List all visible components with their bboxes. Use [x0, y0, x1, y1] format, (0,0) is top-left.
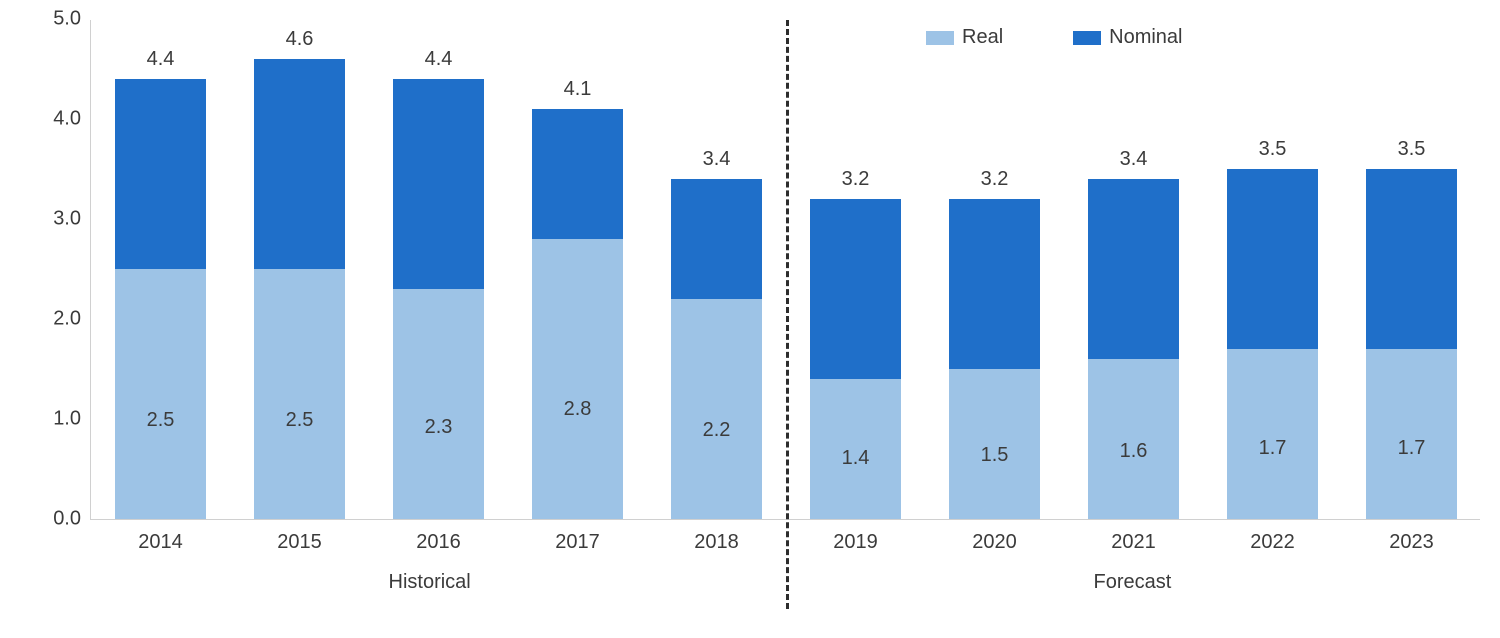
bar-nominal	[1227, 169, 1317, 349]
legend-item-real: Real	[926, 26, 1003, 49]
y-tick: 1.0	[41, 408, 81, 431]
bar-group-2014: 2.54.42014	[115, 19, 205, 519]
plot-area: 0.01.02.03.04.05.02.54.420142.54.620152.…	[90, 20, 1480, 520]
bar-real-label: 2.5	[115, 409, 205, 432]
bar-group-2019: 1.43.22019	[810, 19, 900, 519]
bar-real	[671, 299, 761, 519]
bar-nominal	[671, 179, 761, 299]
bar-real-label: 2.5	[254, 409, 344, 432]
bar-real	[254, 269, 344, 519]
legend-label: Real	[962, 26, 1003, 49]
bar-real	[1227, 349, 1317, 519]
y-tick: 3.0	[41, 208, 81, 231]
bar-group-2023: 1.73.52023	[1366, 19, 1456, 519]
bar-nominal	[1088, 179, 1178, 359]
legend-swatch	[1073, 31, 1101, 45]
x-tick: 2019	[810, 531, 900, 554]
bar-nominal-label: 4.4	[393, 48, 483, 71]
bar-nominal-label: 3.2	[949, 168, 1039, 191]
bar-nominal	[532, 109, 622, 239]
bar-nominal-label: 4.6	[254, 28, 344, 51]
x-tick: 2014	[115, 531, 205, 554]
bar-group-2020: 1.53.22020	[949, 19, 1039, 519]
bar-real	[1088, 359, 1178, 519]
bar-real	[532, 239, 622, 519]
bar-nominal-label: 4.1	[532, 78, 622, 101]
bar-nominal	[949, 199, 1039, 369]
bar-real	[393, 289, 483, 519]
bar-nominal-label: 3.4	[671, 148, 761, 171]
bar-real-label: 1.7	[1227, 437, 1317, 460]
bar-nominal	[254, 59, 344, 269]
x-tick: 2018	[671, 531, 761, 554]
bar-real-label: 1.7	[1366, 437, 1456, 460]
bar-nominal-label: 4.4	[115, 48, 205, 71]
x-tick: 2020	[949, 531, 1039, 554]
bar-group-2018: 2.23.42018	[671, 19, 761, 519]
legend-swatch	[926, 31, 954, 45]
bar-nominal	[810, 199, 900, 379]
y-tick: 2.0	[41, 308, 81, 331]
bar-nominal	[115, 79, 205, 269]
bar-real-label: 2.3	[393, 416, 483, 439]
bar-nominal	[393, 79, 483, 289]
bar-real-label: 1.6	[1088, 440, 1178, 463]
y-tick: 0.0	[41, 508, 81, 531]
legend: Real Nominal	[926, 26, 1183, 49]
bar-real-label: 1.4	[810, 447, 900, 470]
bar-real-label: 2.8	[532, 398, 622, 421]
x-tick: 2021	[1088, 531, 1178, 554]
panel-label-forecast: Forecast	[1094, 571, 1172, 594]
legend-item-nominal: Nominal	[1073, 26, 1182, 49]
bar-group-2015: 2.54.62015	[254, 19, 344, 519]
x-tick: 2023	[1366, 531, 1456, 554]
panel-label-historical: Historical	[389, 571, 471, 594]
bar-nominal-label: 3.4	[1088, 148, 1178, 171]
y-tick: 4.0	[41, 108, 81, 131]
bar-group-2022: 1.73.52022	[1227, 19, 1317, 519]
legend-label: Nominal	[1109, 26, 1182, 49]
bar-group-2021: 1.63.42021	[1088, 19, 1178, 519]
y-tick: 5.0	[41, 8, 81, 31]
bar-group-2017: 2.84.12017	[532, 19, 622, 519]
x-tick: 2017	[532, 531, 622, 554]
bar-nominal	[1366, 169, 1456, 349]
bar-real-label: 2.2	[671, 419, 761, 442]
bar-real-label: 1.5	[949, 444, 1039, 467]
x-tick: 2016	[393, 531, 483, 554]
bar-real	[115, 269, 205, 519]
gdp-chart: Ontario GDP Growth (Per Cent) 0.01.02.03…	[0, 0, 1500, 638]
panel-divider	[786, 20, 789, 609]
bar-nominal-label: 3.5	[1227, 138, 1317, 161]
bar-real	[1366, 349, 1456, 519]
bar-nominal-label: 3.5	[1366, 138, 1456, 161]
x-tick: 2015	[254, 531, 344, 554]
x-tick: 2022	[1227, 531, 1317, 554]
bar-group-2016: 2.34.42016	[393, 19, 483, 519]
bar-nominal-label: 3.2	[810, 168, 900, 191]
